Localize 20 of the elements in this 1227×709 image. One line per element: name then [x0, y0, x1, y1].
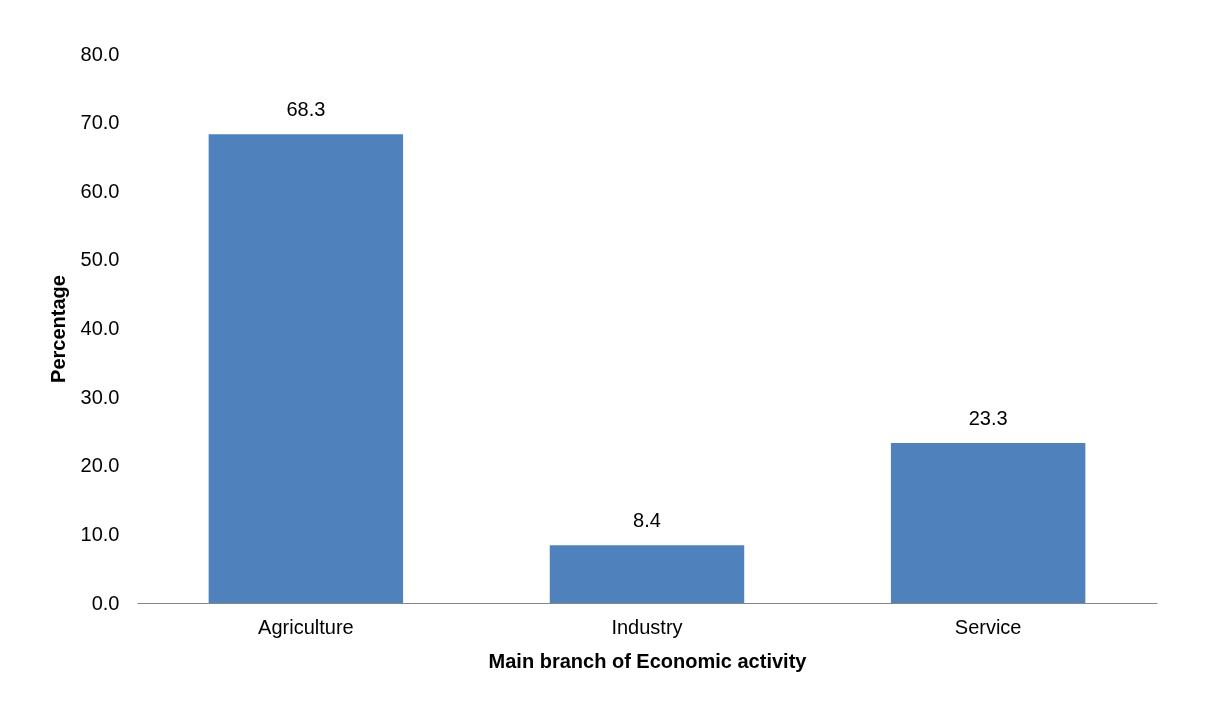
x-tick-label: Service	[954, 615, 1022, 638]
y-tick-label: 20.0	[80, 454, 120, 477]
bar	[890, 443, 1086, 603]
data-label: 23.3	[968, 407, 1008, 430]
y-axis-title: Percentage	[46, 275, 69, 383]
y-tick-label: 80.0	[80, 42, 120, 65]
y-tick-label: 0.0	[91, 591, 120, 614]
bar	[208, 134, 404, 603]
x-tick-label: Industry	[611, 615, 683, 638]
bar	[549, 545, 745, 603]
x-tick-label: Agriculture	[258, 615, 354, 638]
y-tick-label: 70.0	[80, 111, 120, 134]
x-axis-title: Main branch of Economic activity	[488, 649, 808, 672]
y-tick-label: 30.0	[80, 385, 120, 408]
y-tick-label: 50.0	[80, 248, 120, 271]
y-tick-label: 60.0	[80, 179, 120, 202]
data-label: 8.4	[633, 509, 661, 532]
y-tick-label: 10.0	[80, 522, 120, 545]
data-label: 68.3	[286, 98, 326, 121]
y-tick-label: 40.0	[80, 317, 120, 339]
